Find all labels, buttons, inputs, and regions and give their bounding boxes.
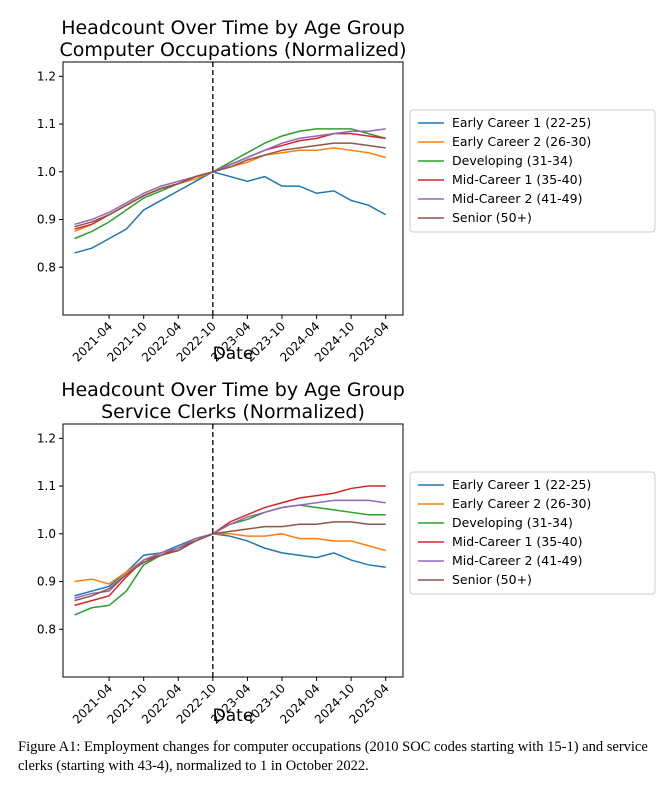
plot-frame	[62, 61, 404, 316]
series-line	[74, 147, 386, 233]
y-tick-label: 0.8	[37, 260, 56, 274]
legend-label: Early Career 2 (26-30)	[452, 496, 591, 511]
series-line	[74, 521, 386, 602]
y-tick-label: 1.2	[37, 69, 56, 83]
legend-label: Early Career 2 (26-30)	[452, 134, 591, 149]
legend-box	[409, 109, 656, 233]
x-axis-label: Date	[213, 344, 254, 364]
series-line	[74, 485, 386, 607]
chart-subtitle: Service Clerks (Normalized)	[101, 401, 365, 423]
legend-label: Mid-Career 2 (41-49)	[452, 553, 582, 568]
legend-label: Senior (50+)	[452, 210, 532, 225]
legend-label: Mid-Career 1 (35-40)	[452, 534, 582, 549]
y-tick-label: 1.2	[37, 431, 56, 445]
y-tick-label: 1.0	[37, 527, 56, 541]
series-line	[74, 142, 386, 228]
plot-frame	[62, 423, 404, 678]
chart-title: Headcount Over Time by Age Group	[61, 17, 405, 39]
legend-label: Mid-Career 2 (41-49)	[452, 191, 582, 206]
legend-label: Early Career 1 (22-25)	[452, 115, 591, 130]
legend-label: Early Career 1 (22-25)	[452, 477, 591, 492]
legend-label: Developing (31-34)	[452, 515, 573, 530]
legend-box	[409, 471, 656, 595]
x-axis-label: Date	[213, 706, 254, 726]
series-line	[74, 170, 387, 254]
y-tick-label: 1.1	[37, 479, 56, 493]
series-line	[74, 533, 386, 585]
legend-label: Developing (31-34)	[452, 153, 573, 168]
y-tick-label: 1.0	[37, 165, 56, 179]
chart-title: Headcount Over Time by Age Group	[61, 379, 405, 401]
y-tick-label: 0.9	[37, 575, 56, 589]
y-tick-label: 1.1	[37, 117, 56, 131]
legend-label: Senior (50+)	[452, 572, 532, 587]
caption: Figure A1: Employment changes for comput…	[18, 739, 648, 774]
series-line	[74, 533, 386, 597]
legend-label: Mid-Career 1 (35-40)	[452, 172, 582, 187]
y-tick-label: 0.9	[37, 213, 56, 227]
series-line	[74, 128, 386, 226]
chart-subtitle: Computer Occupations (Normalized)	[60, 39, 407, 61]
series-line	[74, 128, 386, 240]
y-tick-label: 0.8	[37, 622, 56, 636]
figure: Headcount Over Time by Age GroupComputer…	[37, 17, 656, 727]
